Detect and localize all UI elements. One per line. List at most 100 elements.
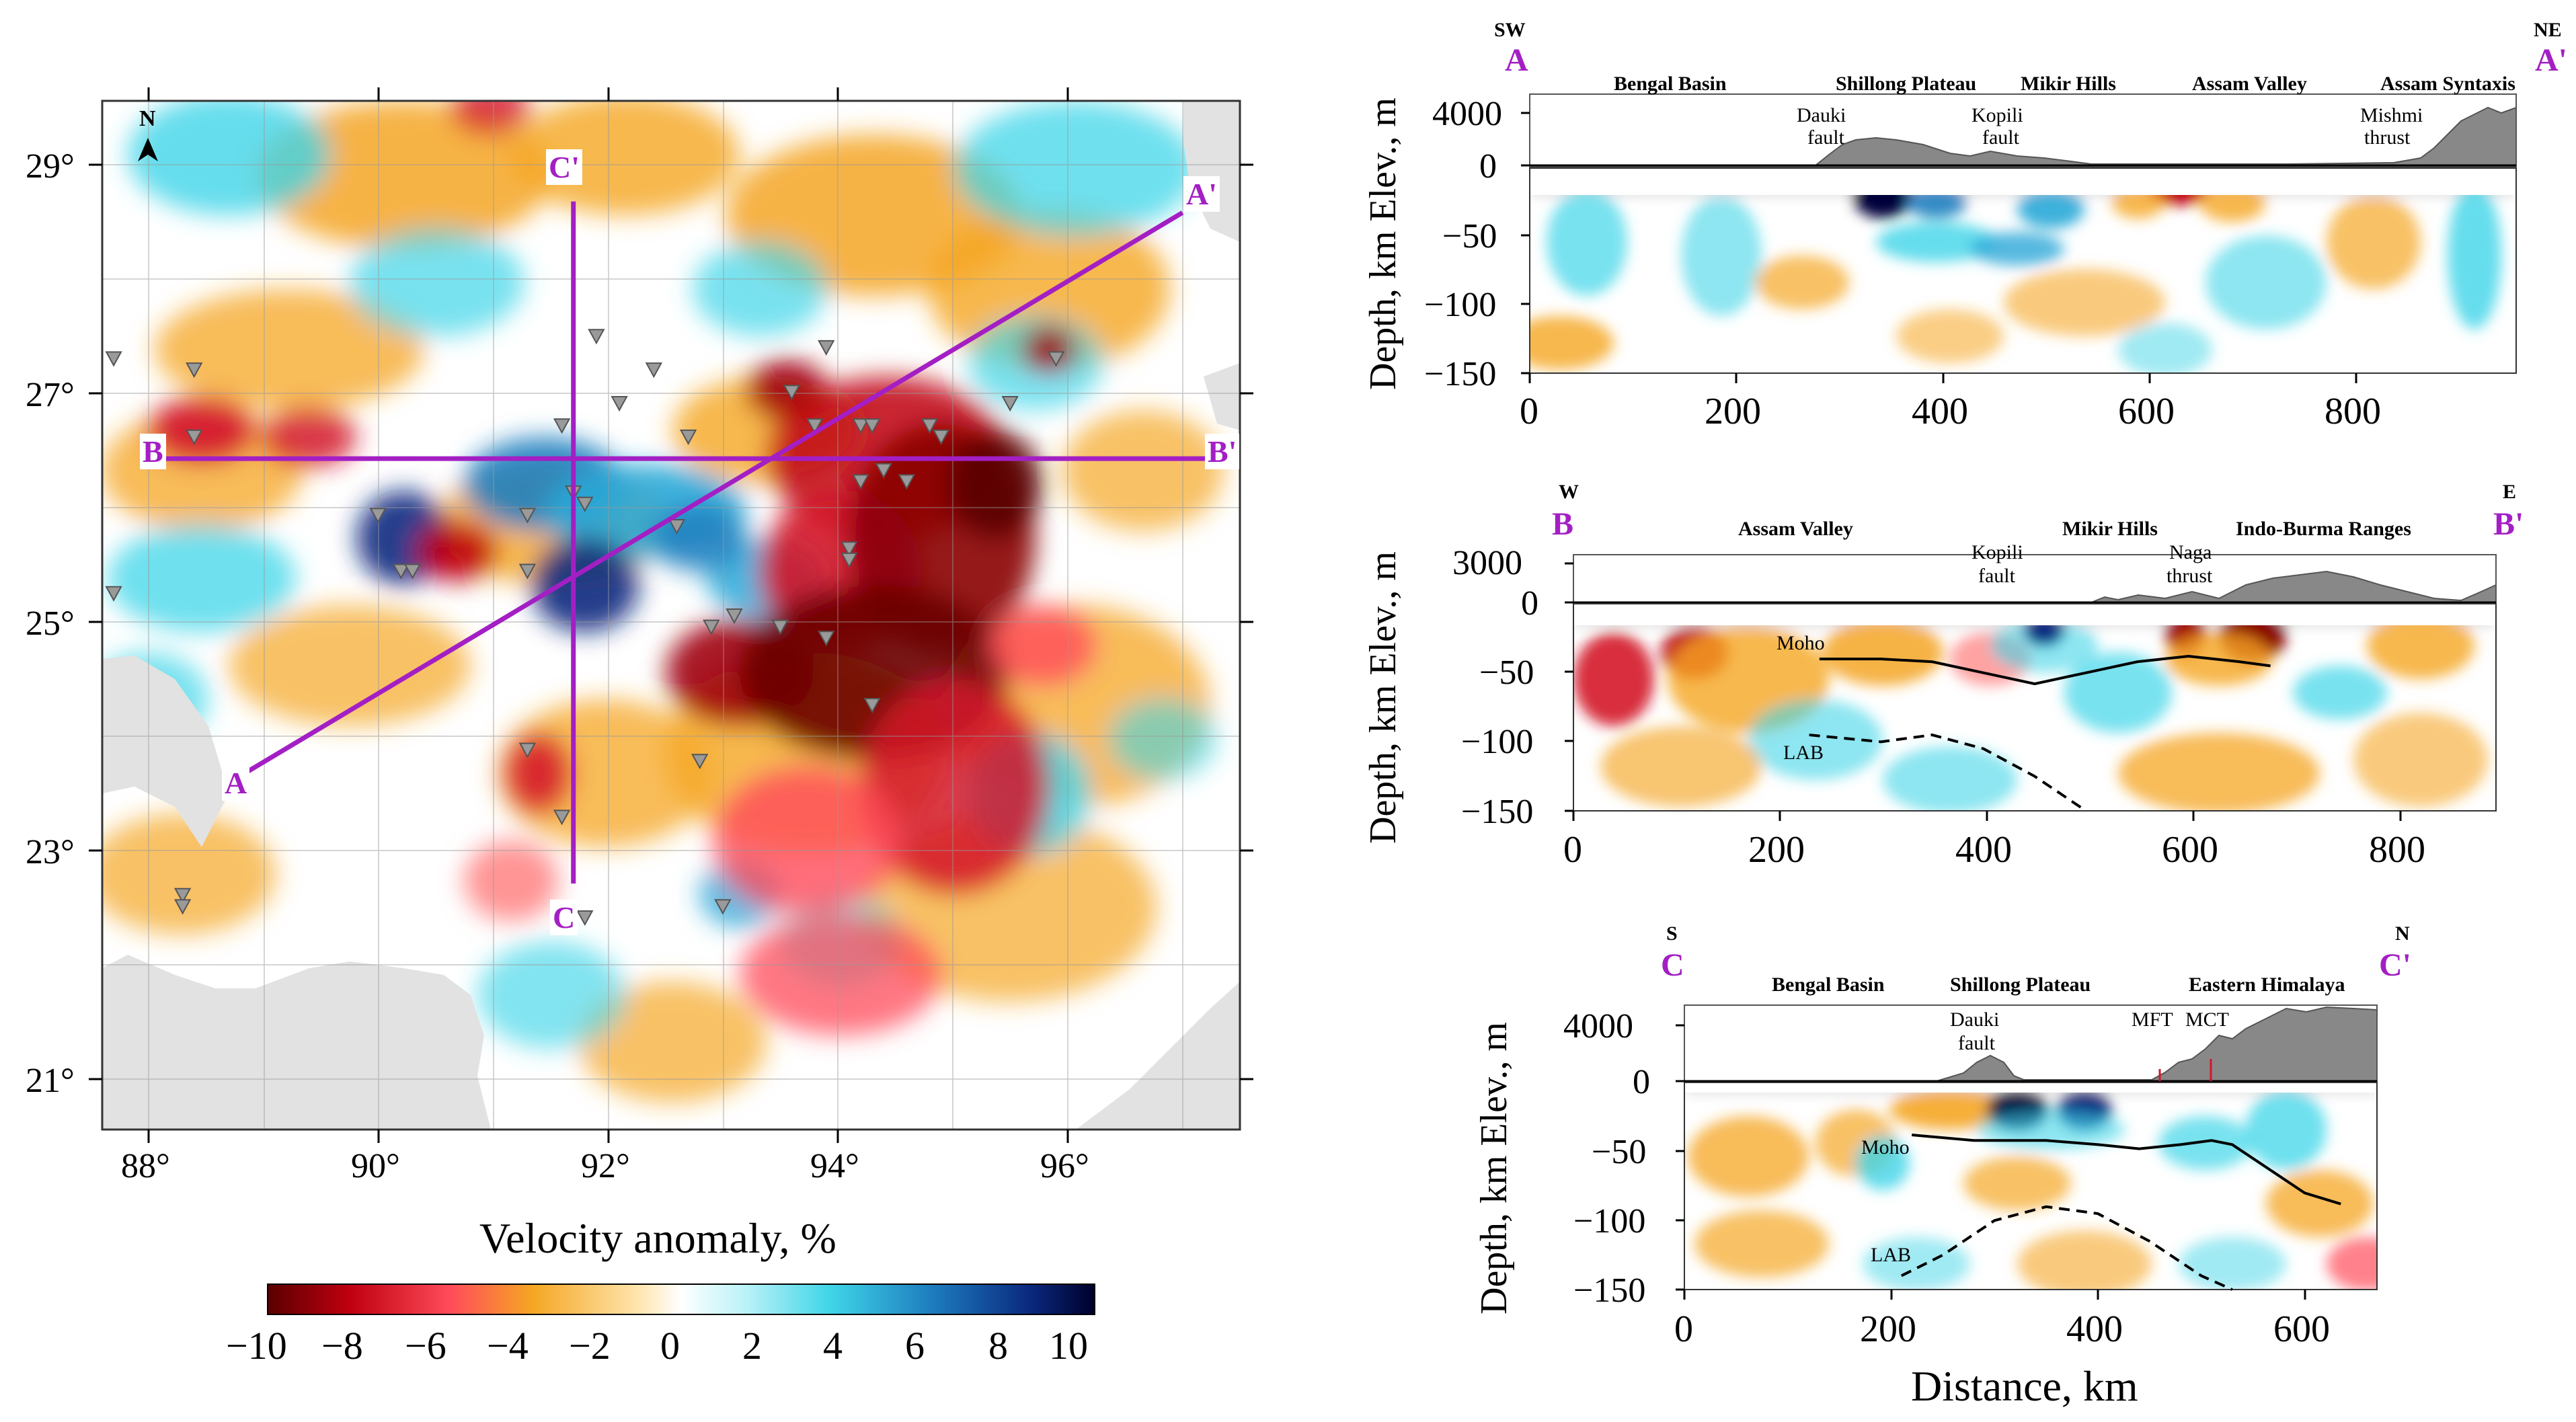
bb-ylabel: Depth, km Elev., m	[1362, 551, 1404, 844]
station-marker	[863, 418, 881, 434]
station-marker	[703, 619, 720, 635]
aa-ann-kopili: Kopili	[1972, 104, 2023, 126]
aa-ann-thrust: thrust	[2364, 126, 2411, 149]
station-marker	[841, 552, 858, 568]
north-label: N	[139, 106, 156, 131]
tomography-map	[89, 87, 1253, 1143]
aa-ylabel: Depth, km Elev., m	[1362, 97, 1404, 390]
cb-tick-6: 2	[742, 1324, 762, 1368]
cc-x-600: 600	[2273, 1308, 2330, 1350]
cb-tick-2: −6	[405, 1324, 446, 1368]
station-marker	[518, 508, 537, 524]
cb-tick-5: 0	[660, 1324, 680, 1368]
station-marker	[818, 340, 835, 356]
bb-region-mikir: Mikir Hills	[2062, 518, 2158, 540]
station-marker	[611, 396, 628, 412]
bb-ann-kopili: Kopili	[1972, 541, 2023, 563]
aa-region-mikir: Mikir Hills	[2021, 73, 2116, 95]
aa-x-200: 200	[1705, 391, 1761, 432]
bb-elev-3000: 3000	[1452, 544, 1522, 582]
station-marker	[668, 518, 686, 535]
bb-depth-100: −100	[1461, 723, 1534, 761]
aa-x-600: 600	[2118, 391, 2175, 432]
aa-region-assam: Assam Valley	[2192, 73, 2307, 95]
lat-tick-25: 25°	[26, 604, 75, 643]
bb-elev-0: 0	[1521, 584, 1538, 623]
lon-tick-88: 88°	[121, 1147, 170, 1185]
bb-left-end: B	[1552, 506, 1574, 542]
station-marker	[173, 899, 192, 915]
station-marker	[588, 329, 605, 345]
map-label-a-prime: A'	[1183, 176, 1220, 212]
station-marker	[806, 418, 824, 434]
station-marker	[1047, 351, 1065, 367]
station-marker	[576, 496, 594, 512]
cc-xlabel: Distance, km	[1911, 1362, 2138, 1410]
map-label-b: B	[140, 434, 166, 469]
bb-x-200: 200	[1748, 829, 1805, 871]
cc-depth-150: −150	[1573, 1271, 1646, 1310]
lat-tick-23: 23°	[26, 833, 75, 871]
map-frame	[101, 100, 1241, 1131]
map-label-c-prime: C'	[546, 149, 582, 185]
aa-depth-50: −50	[1442, 217, 1497, 255]
bb-x-0: 0	[1563, 829, 1582, 871]
aa-x-400: 400	[1912, 391, 1968, 432]
bb-right-end: B'	[2493, 506, 2524, 542]
north-arrow-icon	[138, 138, 158, 161]
lon-tick-92: 92°	[581, 1147, 630, 1185]
station-marker	[852, 474, 869, 490]
cc-ann-fault: fault	[1958, 1032, 1995, 1054]
station-marker	[392, 563, 410, 580]
profile-aa	[1521, 93, 2517, 383]
colorbar	[267, 1283, 1095, 1315]
lat-tick-21: 21°	[26, 1062, 75, 1100]
station-marker	[852, 418, 869, 434]
profile-cc	[1676, 1004, 2378, 1300]
station-marker	[783, 385, 801, 401]
lat-tick-27: 27°	[26, 376, 75, 414]
cb-tick-0: −10	[226, 1324, 287, 1368]
bb-ann-naga: Naga	[2169, 541, 2212, 563]
map-ticks	[89, 87, 1253, 1143]
lon-tick-96: 96°	[1040, 1147, 1089, 1185]
station-marker	[863, 698, 881, 714]
bb-region-assam: Assam Valley	[1738, 518, 1853, 540]
aa-right-dir: NE	[2534, 19, 2562, 41]
station-marker	[576, 910, 594, 926]
station-marker	[841, 541, 858, 557]
aa-x-0: 0	[1520, 391, 1538, 432]
cc-ann-mft: MFT	[2132, 1009, 2173, 1031]
station-marker	[898, 474, 916, 490]
station-marker	[518, 742, 537, 758]
map-label-b-prime: B'	[1205, 434, 1240, 469]
colorbar-gradient	[267, 1283, 1095, 1315]
cc-left-dir: S	[1666, 922, 1678, 945]
lab-line	[1900, 1205, 2233, 1291]
profile-lines	[159, 201, 1206, 884]
station-marker	[553, 809, 571, 826]
profile-line-aa	[227, 210, 1184, 785]
station-marker	[553, 418, 571, 434]
cc-x-0: 0	[1674, 1308, 1693, 1350]
cc-depth-50: −50	[1592, 1133, 1647, 1171]
no-data-mask	[102, 101, 1240, 1130]
cc-x-400: 400	[2066, 1308, 2123, 1350]
aa-region-shillong: Shillong Plateau	[1836, 73, 1977, 95]
bb-ann-lab: LAB	[1783, 742, 1824, 764]
aa-x-800: 800	[2325, 391, 2381, 432]
moho-line	[1819, 655, 2271, 686]
cc-right-end: C'	[2379, 947, 2411, 983]
cb-tick-7: 4	[823, 1324, 843, 1368]
aa-elev-0: 0	[1479, 147, 1497, 186]
lon-tick-90: 90°	[351, 1147, 400, 1185]
cc-ann-mct: MCT	[2185, 1009, 2230, 1031]
aa-ann-fault1: fault	[1807, 126, 1844, 149]
aa-depth-100: −100	[1424, 286, 1497, 324]
seismic-stations	[105, 329, 1065, 926]
map-label-a: A	[222, 765, 250, 801]
station-marker	[714, 899, 732, 915]
station-marker	[932, 429, 950, 445]
cc-right-dir: N	[2395, 922, 2410, 945]
station-marker	[173, 887, 192, 904]
